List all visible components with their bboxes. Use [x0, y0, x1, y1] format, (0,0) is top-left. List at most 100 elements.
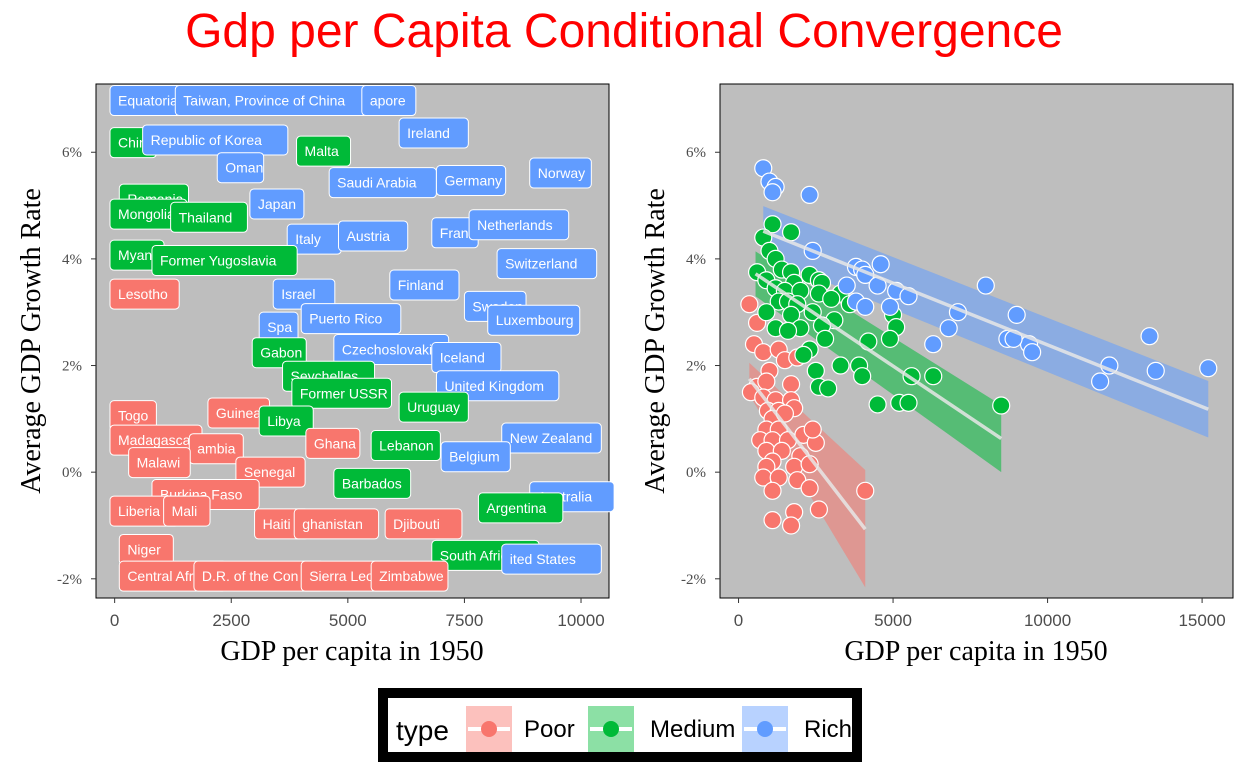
country-label: Former Yugoslavia — [151, 244, 298, 276]
country-label-text: Spa — [267, 319, 292, 335]
data-point-medium — [831, 356, 850, 375]
country-label-text: South Africa — [440, 547, 516, 563]
right-y-tick-label: 2% — [686, 359, 706, 375]
country-label: Myann — [109, 239, 165, 271]
left-y-tick-label: 0% — [62, 465, 82, 481]
country-label: Iceland — [431, 342, 502, 374]
legend: type Poor Medium Rich — [378, 688, 862, 762]
legend-title: type — [396, 715, 449, 746]
country-label-box — [529, 157, 592, 189]
country-label-text: Oman — [225, 160, 263, 176]
country-label-box — [258, 405, 314, 437]
country-label: Barbados — [333, 467, 412, 499]
country-label: Saudi Arabia — [328, 167, 437, 199]
data-point-medium — [757, 303, 776, 322]
left-x-tick-label: 7500 — [446, 611, 484, 630]
country-label-box — [293, 508, 380, 540]
country-label-text: Togo — [118, 408, 149, 424]
country-label: Lebanon — [370, 430, 441, 462]
left-x-tick-label: 2500 — [212, 611, 250, 630]
data-point-poor — [763, 481, 782, 500]
data-point-rich — [924, 335, 943, 354]
data-point-medium — [880, 329, 900, 348]
data-point-rich — [871, 255, 890, 274]
right-y-tick-label: 6% — [686, 145, 706, 161]
left-y-tick-label: 2% — [62, 359, 82, 375]
legend-label-medium: Medium — [650, 716, 736, 743]
country-label-box — [251, 337, 307, 369]
country-label-text: Barbados — [342, 475, 402, 491]
country-label: Puerto Rico — [300, 303, 402, 335]
country-label-text: Central Afri — [127, 568, 196, 584]
data-point-poor — [803, 420, 822, 439]
country-label: Libya — [258, 405, 314, 437]
country-label: Zimbabwe — [370, 560, 449, 592]
country-label-box — [477, 492, 564, 524]
country-label: Belgium — [440, 441, 511, 473]
data-point-rich — [1091, 372, 1110, 391]
data-point-rich — [856, 297, 875, 316]
country-label-text: ambia — [197, 441, 235, 457]
country-label: Switzerland — [496, 248, 598, 280]
country-label-box — [300, 303, 402, 335]
data-point-poor — [809, 500, 828, 519]
country-label-box — [398, 117, 469, 149]
country-label-box — [398, 391, 469, 423]
country-label-box — [296, 135, 352, 167]
country-label: New Zealand — [501, 422, 602, 454]
data-point-rich — [763, 183, 782, 202]
country-label-text: Malta — [305, 143, 339, 159]
country-label-box — [249, 188, 305, 220]
data-point-medium — [992, 396, 1011, 415]
trend-line-rich — [762, 229, 1209, 411]
country-label-text: Czechoslovaki — [342, 342, 432, 358]
right-y-tick-label: -2% — [681, 572, 706, 588]
country-label-text: Djibouti — [393, 516, 440, 532]
left-y-ticks: -2% 0% 2% 4% 6% — [57, 145, 96, 588]
country-label-text: Thailand — [179, 209, 233, 225]
left-y-tick-label: 4% — [62, 252, 82, 268]
data-point-poor — [856, 481, 875, 500]
legend-label-rich: Rich — [804, 716, 853, 743]
country-label: Sierra Leo — [300, 560, 394, 592]
country-label-text: Japan — [258, 196, 296, 212]
left-x-tick-label: 5000 — [329, 611, 367, 630]
country-label-text: Zimbabwe — [379, 568, 444, 584]
left-x-tick-label: 0 — [110, 611, 119, 630]
country-label-text: Puerto Rico — [309, 311, 382, 327]
country-label-text: Haiti — [263, 516, 291, 532]
country-label-box — [128, 447, 191, 479]
left-x-axis-label: GDP per capita in 1950 — [220, 636, 483, 667]
right-x-tick-label: 0 — [734, 611, 743, 630]
right-x-tick-label: 10000 — [1024, 611, 1071, 630]
country-label-box — [338, 220, 409, 252]
country-label-text: Mali — [172, 503, 198, 519]
country-label-text: Iceland — [440, 350, 485, 366]
country-label-box — [291, 377, 392, 409]
country-label: Thailand — [170, 201, 248, 233]
country-label-box — [305, 427, 361, 459]
legend-key-poor — [466, 706, 512, 752]
data-point-rich — [1140, 327, 1159, 346]
trend-line-poor — [747, 377, 867, 531]
country-label-text: Equatorial — [118, 93, 181, 109]
right-y-axis-label: Average GDP Growth Rate — [640, 188, 671, 494]
country-label-box — [384, 508, 463, 540]
right-x-ticks: 0 5000 10000 15000 — [734, 598, 1226, 630]
country-label-box — [468, 209, 570, 241]
country-label-text: Former USSR — [300, 385, 388, 401]
country-label-text: Argentina — [486, 500, 546, 516]
country-label-text: ghanistan — [302, 516, 363, 532]
country-label-text: Austria — [347, 228, 391, 244]
country-label-box — [435, 165, 507, 197]
country-label: Ghana — [305, 427, 361, 459]
country-label-text: Luxembourg — [496, 312, 574, 328]
country-label-box — [142, 124, 289, 156]
country-label-text: apore — [370, 93, 406, 109]
country-label-text: Lebanon — [379, 438, 434, 454]
country-label-text: Gabon — [260, 345, 302, 361]
country-label-box — [389, 269, 460, 301]
data-point-poor — [754, 343, 773, 362]
right-x-tick-label: 5000 — [874, 611, 912, 630]
country-label: Lesotho — [109, 278, 180, 310]
